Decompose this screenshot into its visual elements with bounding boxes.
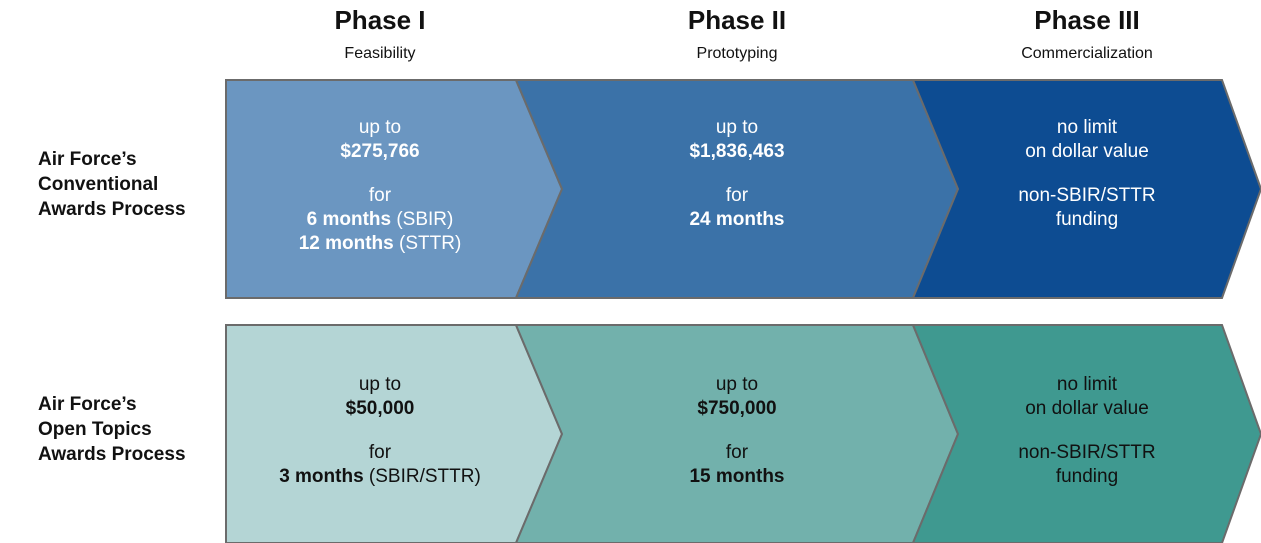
cell-line: 3 months (SBIR/STTR) [279, 466, 481, 487]
phase-title: Phase II [688, 5, 786, 35]
cell-text: 24 months [689, 209, 784, 230]
cell-text: 3 months [279, 466, 363, 487]
phase-arrow [911, 324, 1261, 543]
cell-text: up to [359, 117, 401, 138]
cell-text: (SBIR/STTR) [364, 466, 481, 487]
cell-text: funding [1056, 466, 1118, 487]
cell-text: $275,766 [340, 141, 419, 162]
cell-line: on dollar value [1025, 141, 1149, 162]
phase-arrow [225, 324, 564, 543]
cell-line: for [726, 442, 749, 463]
cell-text: (SBIR) [391, 209, 453, 230]
cell-line: 24 months [689, 209, 784, 230]
row-label: Awards Process [38, 199, 186, 220]
cell-line: up to [359, 117, 401, 138]
cell-line: no limit [1057, 117, 1118, 138]
phase-arrow [514, 324, 960, 543]
phase-subtitle: Feasibility [344, 45, 415, 62]
cell-line: non-SBIR/STTR [1018, 442, 1155, 463]
cell-line: for [726, 185, 749, 206]
cell-text: for [726, 185, 749, 206]
phase-arrow [911, 79, 1261, 299]
row-label: Conventional [38, 174, 158, 195]
cell-line: $50,000 [346, 398, 415, 419]
cell-text: non-SBIR/STTR [1018, 185, 1155, 206]
cell-text: $1,836,463 [689, 141, 784, 162]
cell-line: 15 months [689, 466, 784, 487]
cell-text: up to [716, 374, 758, 395]
cell-line: for [369, 185, 392, 206]
cell-text: on dollar value [1025, 398, 1149, 419]
cell-text: for [726, 442, 749, 463]
cell-line: funding [1056, 466, 1118, 487]
cell-line: funding [1056, 209, 1118, 230]
cell-text: $50,000 [346, 398, 415, 419]
phase-arrow [225, 79, 564, 299]
cell-text: 15 months [689, 466, 784, 487]
cell-text: for [369, 442, 392, 463]
cell-text: non-SBIR/STTR [1018, 442, 1155, 463]
cell-text: for [369, 185, 392, 206]
cell-line: up to [359, 374, 401, 395]
cell-line: $275,766 [340, 141, 419, 162]
cell-line: $1,836,463 [689, 141, 784, 162]
row-label: Awards Process [38, 444, 186, 465]
cell-text: no limit [1057, 374, 1118, 395]
cell-text: on dollar value [1025, 141, 1149, 162]
cell-text: up to [716, 117, 758, 138]
cell-text: 6 months [307, 209, 391, 230]
row-label: Air Force’s [38, 394, 137, 415]
row-label: Air Force’s [38, 149, 137, 170]
cell-text: (STTR) [394, 233, 462, 254]
cell-text: $750,000 [697, 398, 776, 419]
cell-line: $750,000 [697, 398, 776, 419]
phase-subtitle: Commercialization [1021, 45, 1153, 62]
phase-title: Phase I [334, 5, 425, 35]
cell-line: up to [716, 374, 758, 395]
cell-line: 12 months (STTR) [299, 233, 462, 254]
cell-line: no limit [1057, 374, 1118, 395]
phase-subtitle: Prototyping [697, 45, 778, 62]
cell-line: on dollar value [1025, 398, 1149, 419]
cell-text: no limit [1057, 117, 1118, 138]
cell-line: non-SBIR/STTR [1018, 185, 1155, 206]
cell-line: 6 months (SBIR) [307, 209, 454, 230]
cell-line: up to [716, 117, 758, 138]
phase-title: Phase III [1034, 5, 1140, 35]
row-label: Open Topics [38, 419, 152, 440]
cell-text: up to [359, 374, 401, 395]
cell-line: for [369, 442, 392, 463]
cell-text: 12 months [299, 233, 394, 254]
cell-text: funding [1056, 209, 1118, 230]
